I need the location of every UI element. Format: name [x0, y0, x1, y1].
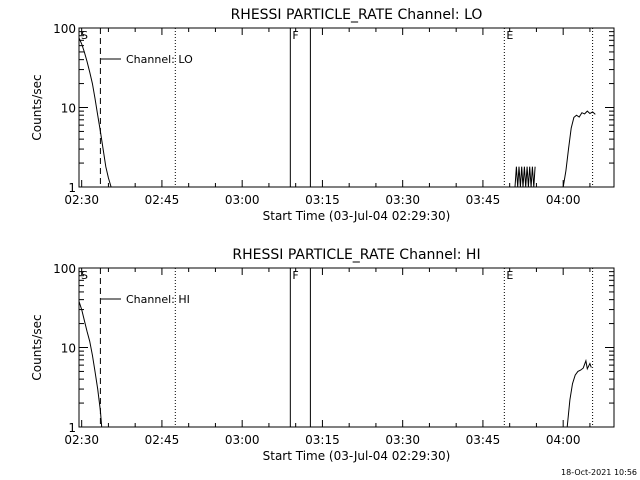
flag-label: E [506, 269, 513, 282]
x-tick-label: 03:30 [385, 193, 420, 207]
flag-label: F [292, 29, 298, 42]
series-line-segment [78, 301, 103, 428]
x-tick-label: 03:00 [225, 193, 260, 207]
x-tick-label: 02:30 [64, 433, 99, 447]
x-tick-label: 03:45 [466, 433, 501, 447]
x-tick-label: 02:45 [145, 433, 180, 447]
x-tick-label: 03:30 [385, 433, 420, 447]
legend-label: Channel: LO [126, 53, 193, 66]
y-tick-label: 1 [68, 421, 76, 435]
plot-frame [78, 27, 615, 188]
x-axis-label: Start Time (03-Jul-04 02:29:30) [263, 449, 451, 463]
series-line-segment [566, 358, 592, 428]
x-tick-label: 03:15 [305, 433, 340, 447]
x-tick-label: 02:30 [64, 193, 99, 207]
x-tick-label: 04:00 [546, 433, 581, 447]
x-tick-label: 03:15 [305, 193, 340, 207]
flag-label: E [506, 29, 513, 42]
y-tick-label: 10 [61, 342, 76, 356]
x-tick-label: 04:00 [546, 193, 581, 207]
y-tick-label: 100 [53, 262, 76, 276]
y-axis-label: Counts/sec [30, 314, 44, 380]
timestamp: 18-Oct-2021 10:56 [561, 468, 637, 477]
x-axis-label: Start Time (03-Jul-04 02:29:30) [263, 209, 451, 223]
legend-label: Channel: HI [126, 293, 190, 306]
x-tick-label: 03:00 [225, 433, 260, 447]
flag-label: F [292, 269, 298, 282]
series-line-segment [514, 166, 536, 188]
chart-title: RHESSI PARTICLE_RATE Channel: LO [231, 7, 483, 23]
y-tick-label: 100 [53, 22, 76, 36]
panel-lo: RHESSI PARTICLE_RATE Channel: LO Counts/s… [30, 7, 615, 223]
series-line-segment [562, 110, 596, 188]
flag-label: S [81, 269, 88, 282]
x-tick-label: 02:45 [145, 193, 180, 207]
y-tick-label: 10 [61, 102, 76, 116]
y-axis-label: Counts/sec [30, 74, 44, 140]
x-tick-label: 03:45 [466, 193, 501, 207]
flag-label: S [81, 29, 88, 42]
panel-hi: RHESSI PARTICLE_RATE Channel: HI Counts/s… [30, 247, 615, 463]
series-line-segment [78, 37, 112, 188]
plot-frame [78, 267, 615, 428]
y-tick-label: 1 [68, 181, 76, 195]
chart-title: RHESSI PARTICLE_RATE Channel: HI [232, 247, 480, 263]
